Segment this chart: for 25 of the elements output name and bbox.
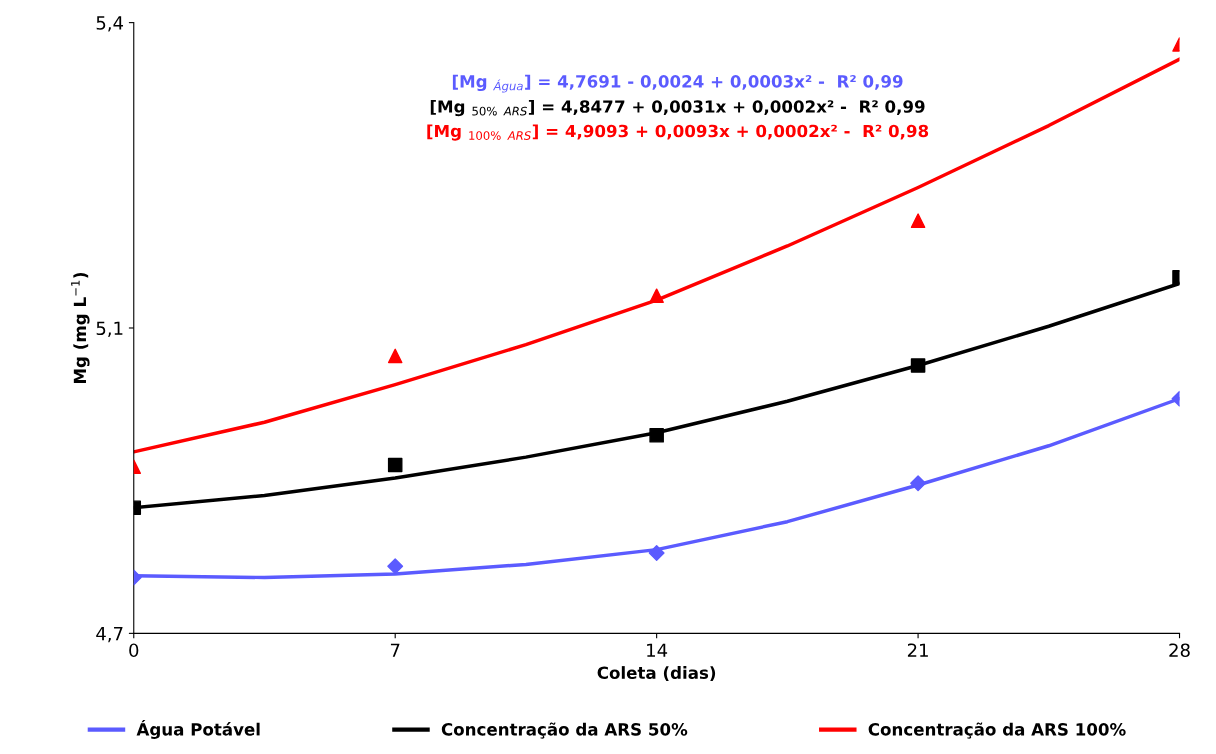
point — [387, 348, 403, 364]
x-axis-title: Coleta (dias) — [597, 666, 716, 681]
annotation: [Mg $_{100% ARS}$] = 4,9093 + 0,0093x + 0,0002x² - R² 0,98 — [427, 124, 929, 141]
point — [648, 545, 665, 562]
y-tick-label: 4,7 — [96, 627, 123, 643]
y-axis-title: Mg (mg L$^{−1}$) — [71, 272, 90, 384]
point — [910, 213, 926, 228]
legend-label: Concentração da ARS 50% — [441, 722, 688, 739]
x-tick-label: 28 — [1169, 643, 1190, 658]
point — [387, 457, 403, 473]
x-tick-label: 7 — [390, 643, 400, 657]
x-tick-label: 14 — [647, 643, 668, 657]
point — [910, 358, 926, 373]
point — [649, 428, 664, 443]
legend-label: Concentração da ARS 100% — [868, 722, 1126, 739]
annotation: [Mg $_{50% ARS}$] = 4,8477 + 0,0031x + 0,0002x² - R² 0,99 — [430, 99, 925, 117]
y-tick-label: 5,4 — [96, 16, 124, 32]
annotation: [Mg $_{Água}$] = 4,7691 - 0,0024 + 0,0003x² - R² 0,99 — [452, 74, 903, 93]
line-series — [133, 57, 1180, 454]
y-tick-label: 5,1 — [96, 321, 123, 337]
x-tick-label: 0 — [129, 643, 139, 658]
x-tick-label: 21 — [907, 643, 928, 657]
point — [649, 288, 664, 303]
legend-label: Água Potável — [136, 719, 260, 739]
point — [387, 558, 404, 575]
